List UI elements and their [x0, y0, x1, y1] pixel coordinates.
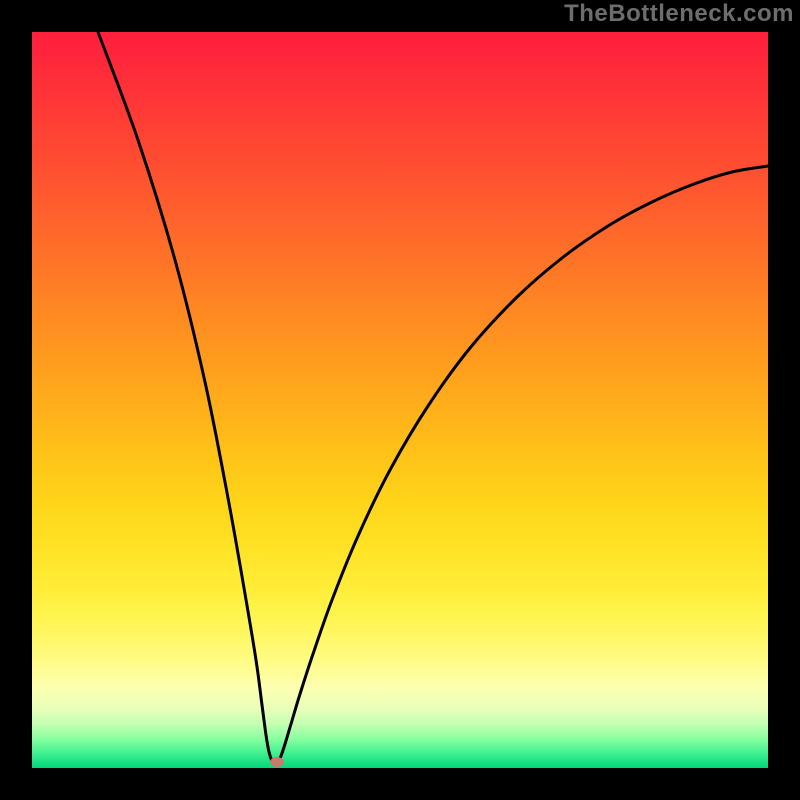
optimum-marker	[270, 757, 284, 767]
plot-background	[32, 32, 768, 768]
chart-stage: TheBottleneck.com	[0, 0, 800, 800]
bottleneck-chart	[0, 0, 800, 800]
